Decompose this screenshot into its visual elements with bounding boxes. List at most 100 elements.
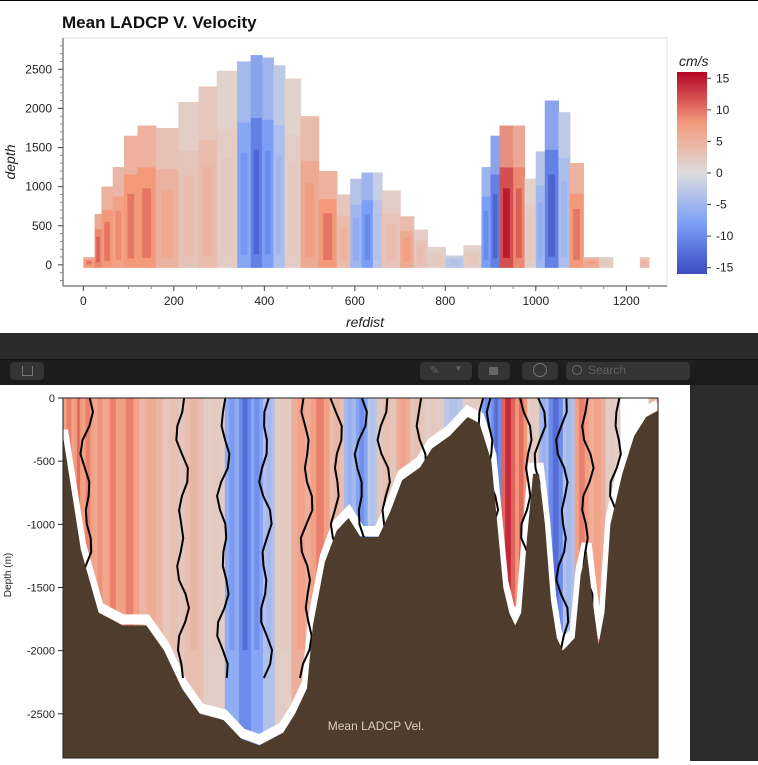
heatmap-cell	[361, 172, 374, 201]
heatmap-column	[583, 257, 600, 268]
depth-tick-label: -2500	[27, 709, 55, 721]
heatmap-cell	[417, 245, 424, 264]
heatmap-column	[427, 246, 446, 268]
section-title: Mean LADCP Vel.	[328, 719, 425, 733]
colorbar-tick-label: 10	[716, 103, 730, 117]
heatmap-cell	[340, 226, 347, 262]
heatmap-cell	[463, 245, 483, 252]
y-tick-label: 2500	[25, 62, 52, 76]
y-tick-label: 1500	[25, 141, 52, 155]
colorbar-tick-label: -15	[716, 261, 734, 275]
search-placeholder: Search	[588, 363, 627, 377]
zero-contour-line	[258, 397, 274, 679]
lock-button[interactable]	[478, 362, 510, 380]
heatmap-cell	[535, 151, 546, 186]
colorbar-tick-label: 5	[716, 134, 723, 148]
zero-contour-line	[299, 397, 314, 679]
section-column	[251, 398, 264, 758]
markup-button[interactable]	[522, 362, 558, 380]
heatmap-cell	[350, 178, 363, 205]
heatmap-cell	[599, 257, 614, 260]
heatmap-cell	[240, 153, 248, 255]
heatmap-cell	[284, 78, 302, 135]
x-tick-label: 400	[254, 294, 274, 308]
heatmap-cell	[467, 254, 477, 264]
y-tick-label: 500	[32, 219, 52, 233]
heatmap-column	[137, 125, 157, 268]
heatmap-column	[544, 100, 560, 268]
depth-axis-label: Depth (m)	[3, 553, 14, 597]
section-cell	[146, 398, 156, 650]
heatmap-cell	[483, 211, 489, 260]
toolbar-divider	[0, 359, 758, 360]
section-cell	[593, 398, 601, 650]
top-chart: Mean LADCP V. Velocity 0 200 400 600 800 1000…	[2, 13, 734, 330]
depth-tick-label: -2000	[27, 646, 55, 658]
colorbar-ticks: 15 10 5 0 -5 -10 -15	[707, 71, 734, 275]
heatmap-column	[599, 257, 614, 268]
section-cell	[169, 398, 178, 650]
heatmap-column	[124, 135, 139, 268]
heatmap-cell	[561, 180, 567, 258]
heatmap-cell	[372, 172, 383, 201]
heatmap-column	[101, 186, 114, 268]
heatmap-cell	[305, 183, 315, 258]
heatmap-cell	[587, 260, 596, 265]
toolbar-button[interactable]	[10, 362, 44, 380]
heatmap-column	[490, 135, 501, 268]
zero-contour-line	[216, 397, 231, 679]
section-cell	[242, 398, 248, 650]
colorbar-tick-label: -5	[716, 198, 727, 212]
heatmap-cell	[216, 70, 238, 130]
heatmap-column	[284, 78, 302, 268]
heatmap-column	[336, 194, 351, 268]
chevron-down-icon: ▾	[456, 364, 461, 374]
pen-button[interactable]: ✎ ▾	[420, 362, 472, 380]
heatmap-column	[535, 151, 546, 268]
colorbar-tick-label: 15	[716, 71, 730, 85]
heatmap-cell	[538, 202, 543, 260]
share-icon	[22, 366, 33, 376]
heatmap-column	[250, 55, 263, 268]
heatmap-cell	[403, 238, 411, 263]
heatmap-column	[569, 163, 584, 268]
heatmap-columns	[83, 55, 650, 268]
section-cell	[190, 398, 198, 650]
heatmap-cell	[112, 167, 125, 197]
heatmap-cell	[94, 214, 103, 230]
heatmap-column	[237, 61, 252, 268]
heatmap-column	[463, 245, 483, 268]
section-cell	[125, 398, 134, 650]
section-column	[274, 398, 293, 758]
heatmap-cell	[273, 65, 286, 126]
heatmap-cell	[237, 61, 252, 123]
section-cell	[279, 398, 287, 650]
heatmap-cell	[124, 135, 139, 175]
heatmap-cell	[276, 155, 282, 255]
right-sidebar	[690, 385, 758, 761]
section-column	[224, 398, 240, 758]
heatmap-column	[524, 178, 537, 268]
heatmap-cell	[250, 55, 263, 119]
section-cell	[297, 398, 305, 650]
depth-tick-label: -500	[33, 456, 55, 468]
search-field[interactable]: Search	[566, 362, 690, 380]
heatmap-cell	[178, 102, 200, 151]
heatmap-column	[381, 190, 401, 268]
heatmap-cell	[104, 221, 110, 261]
heatmap-cell	[449, 259, 459, 265]
heatmap-cell	[300, 116, 320, 161]
colorbar-tick-label: 0	[716, 166, 723, 180]
no-data-edge	[58, 400, 661, 745]
depth-axis-ticks: 0 -500 -1000 -1500 -2000 -2500	[27, 393, 63, 721]
heatmap-cell	[142, 188, 152, 258]
section-cell	[254, 398, 260, 650]
plot-frame	[62, 397, 659, 759]
heatmap-cell	[262, 57, 274, 120]
heatmap-cell	[548, 174, 556, 257]
section-cell	[266, 398, 272, 650]
heatmap-cell	[83, 257, 96, 260]
lock-icon	[489, 367, 498, 375]
heatmap-cell	[203, 166, 213, 256]
search-icon	[572, 365, 582, 375]
